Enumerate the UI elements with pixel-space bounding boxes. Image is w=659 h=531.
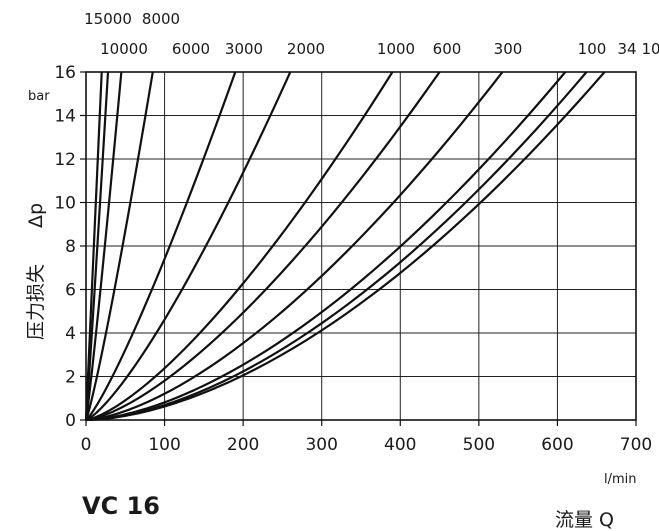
curve-10 <box>85 71 588 422</box>
curve-5 <box>85 71 292 421</box>
top-viscosity-labels: 15000 8000 10000 6000 3000 2000 1000 600 300 100 3… <box>84 10 659 58</box>
top-label-row1-0: 15000 <box>84 10 132 28</box>
top-label-row2-6: 300 <box>494 40 523 58</box>
y-tick-label-1: 2 <box>65 368 76 388</box>
y-tick-label-5: 10 <box>54 194 76 214</box>
top-label-row2-7: 100 <box>578 40 607 58</box>
grid <box>85 71 637 421</box>
y-axis-title-cjk: 压力损失 <box>25 264 47 340</box>
y-tick-label-3: 6 <box>65 281 76 301</box>
x-tick-label-3: 300 <box>305 435 337 455</box>
curve-8 <box>85 71 504 422</box>
x-tick-label-7: 700 <box>620 435 652 455</box>
chart-title: VC 16 <box>82 492 160 520</box>
y-tick-label-2: 4 <box>65 324 76 344</box>
x-tick-label-1: 100 <box>148 435 180 455</box>
curve-3 <box>84 71 154 421</box>
y-tick-label-6: 12 <box>54 150 76 170</box>
x-tick-label-4: 400 <box>384 435 416 455</box>
y-axis-title: 压力损失 Δp <box>25 203 47 340</box>
top-label-row2-9: 10 <box>641 40 659 58</box>
top-label-row1-1: 8000 <box>142 10 180 28</box>
curve-9 <box>85 71 567 422</box>
plot-frame <box>80 71 637 426</box>
x-unit-label: l/min <box>604 472 637 487</box>
top-label-row2-4: 1000 <box>377 40 415 58</box>
top-label-row2-1: 6000 <box>172 40 210 58</box>
x-tick-labels: 0 100 200 300 400 500 600 700 <box>81 435 653 455</box>
top-label-row2-3: 2000 <box>287 40 325 58</box>
top-label-row2-0: 10000 <box>100 40 148 58</box>
x-axis-title: 流量 Q <box>555 509 614 531</box>
y-tick-labels: 0 2 4 6 8 10 12 14 16 <box>54 63 76 431</box>
curve-6 <box>85 71 394 422</box>
y-unit-label: bar <box>28 89 50 104</box>
x-tick-label-2: 200 <box>227 435 259 455</box>
curve-2 <box>84 71 123 421</box>
y-tick-label-4: 8 <box>65 237 76 257</box>
curve-0 <box>84 71 103 421</box>
x-tick-label-6: 600 <box>541 435 573 455</box>
y-axis-title-symbol: Δp <box>25 203 47 228</box>
curve-7 <box>85 71 441 422</box>
y-tick-label-8: 16 <box>54 63 76 83</box>
top-label-row2-8: 34 <box>617 40 636 58</box>
y-tick-label-0: 0 <box>65 411 76 431</box>
curve-11 <box>85 71 606 422</box>
x-tick-label-0: 0 <box>81 435 92 455</box>
x-tick-label-5: 500 <box>463 435 495 455</box>
curve-1 <box>84 71 110 421</box>
curve-4 <box>85 71 237 421</box>
y-tick-label-7: 14 <box>54 107 76 127</box>
top-label-row2-5: 600 <box>433 40 462 58</box>
top-label-row2-2: 3000 <box>225 40 263 58</box>
curves <box>84 71 606 422</box>
